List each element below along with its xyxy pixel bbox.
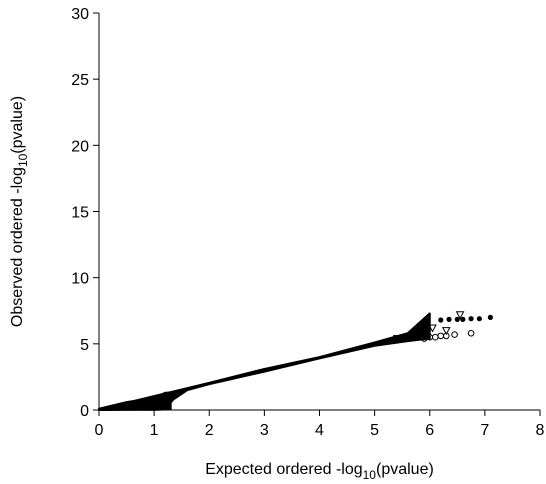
y-axis-label-main: Observed ordered -log [9, 167, 26, 327]
y-tick-label: 30 [71, 6, 89, 23]
point-filled-circle [454, 316, 460, 322]
y-tick-label: 25 [71, 72, 89, 89]
point-open-triangle [441, 327, 451, 336]
point-filled-circle [438, 317, 444, 323]
x-tick-label: 7 [480, 422, 489, 439]
x-axis-label-main: Expected ordered -log [205, 461, 362, 478]
y-tick-label: 0 [80, 403, 89, 420]
plot-area [98, 13, 540, 411]
point-open-circle [451, 331, 458, 338]
y-tick-label: 5 [80, 337, 89, 354]
y-axis-label: Observed ordered -log10(pvalue) [9, 96, 30, 327]
x-tick-label: 5 [370, 422, 379, 439]
point-filled-circle [460, 316, 466, 322]
x-axis-ticks: 0 1 2 3 4 5 6 7 8 [95, 410, 545, 439]
x-tick-label: 6 [425, 422, 434, 439]
x-axis-label-suffix: (pvalue) [376, 461, 434, 478]
x-tick-label: 8 [536, 422, 545, 439]
point-open-triangle [428, 324, 437, 333]
y-axis-ticks: 0 5 10 15 20 25 30 [71, 6, 99, 420]
point-filled-circle [468, 316, 474, 322]
x-tick-label: 4 [315, 422, 324, 439]
point-filled-circle [446, 316, 452, 322]
point-open-square [404, 333, 412, 341]
dense-marker-band-2 [98, 391, 172, 411]
y-axis-label-suffix: (pvalue) [9, 96, 26, 154]
point-open-circle [431, 333, 439, 341]
x-axis-label-subscript: 10 [363, 468, 377, 482]
point-open-circle [467, 329, 475, 337]
x-tick-label: 2 [205, 422, 214, 439]
point-filled-circle [487, 314, 493, 320]
point-open-triangle [414, 328, 424, 337]
x-axis-label: Expected ordered -log10(pvalue) [205, 461, 434, 482]
point-filled-circle [476, 316, 482, 322]
dense-marker-band-1 [98, 312, 431, 411]
y-tick-label: 10 [71, 271, 89, 288]
x-tick-label: 1 [150, 422, 159, 439]
point-open-circle [437, 332, 445, 340]
y-tick-label: 15 [71, 205, 89, 222]
x-tick-label: 3 [260, 422, 269, 439]
y-tick-label: 20 [71, 138, 89, 155]
y-axis-label-subscript: 10 [16, 153, 30, 167]
point-open-square [393, 335, 401, 343]
x-tick-label: 0 [95, 422, 104, 439]
point-open-triangle [455, 311, 465, 320]
